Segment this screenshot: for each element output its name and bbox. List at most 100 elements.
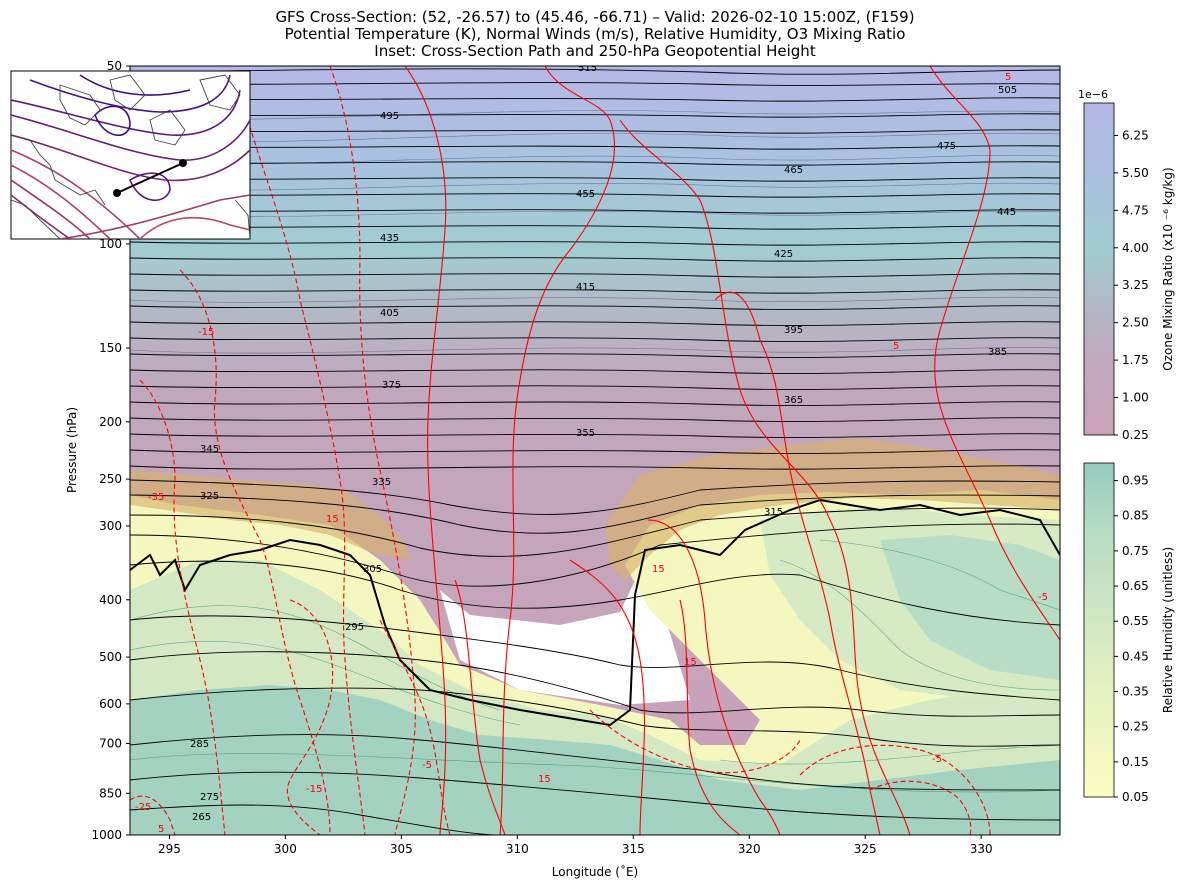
rh-fill-dark (130, 685, 1060, 835)
ozone-colorbar: 1e−6 6.25 5.50 4.75 4.00 3.25 2.50 1.75 1.00 0.2… (1078, 88, 1175, 442)
wind-label: -5 (1038, 592, 1048, 603)
ozone-colorbar-exponent: 1e−6 (1078, 88, 1108, 101)
theta-label: 505 (998, 85, 1017, 96)
rh-tick-label: 0.55 (1122, 614, 1149, 628)
ozone-tick-label: 1.75 (1122, 353, 1149, 367)
wind-label: 5 (893, 341, 899, 352)
theta-label: 375 (382, 380, 401, 391)
wind-label: 15 (538, 774, 551, 785)
wind-label: 5 (158, 824, 164, 835)
theta-label: 265 (192, 812, 211, 823)
y-tick-label: 600 (99, 697, 122, 711)
theta-contours (130, 68, 1060, 835)
x-tick-label: 305 (390, 842, 413, 856)
y-tick-label: 500 (99, 650, 122, 664)
wind-label: 15 (652, 564, 665, 575)
chart-subtitle-inset: Inset: Cross-Section Path and 250-hPa Ge… (374, 42, 816, 60)
plot-area: 515 505 495 475 465 455 445 435 425 415 … (130, 63, 1060, 835)
theta-label: 425 (774, 249, 793, 260)
plot-frame (129, 65, 1061, 836)
theta-label: 345 (200, 444, 219, 455)
rh-tick-label: 0.65 (1122, 579, 1149, 593)
theta-label: 325 (200, 491, 219, 502)
rh-tick-label: 0.05 (1122, 790, 1149, 804)
theta-label: 385 (988, 347, 1007, 358)
x-tick-label: 330 (970, 842, 993, 856)
wind-label: 15 (684, 657, 697, 668)
ozone-tick-label: 4.75 (1122, 203, 1149, 217)
y-tick-label: 700 (99, 736, 122, 750)
wind-label: 5 (1005, 72, 1011, 83)
theta-label: 335 (372, 477, 391, 488)
wind-label: -25 (135, 802, 151, 813)
ozone-tick-label: 1.00 (1122, 391, 1149, 405)
ozone-tick-label: 3.25 (1122, 278, 1149, 292)
y-axis: 50 100 150 200 250 300 400 500 600 700 850 1000 (91, 59, 130, 842)
wind-label: 15 (326, 514, 339, 525)
theta-label: 415 (576, 282, 595, 293)
y-tick-label: 150 (99, 341, 122, 355)
wind-label: -35 (148, 492, 164, 503)
rh-colorbar: 0.95 0.85 0.75 0.65 0.55 0.45 0.35 0.25 0.15 0.05… (1083, 462, 1175, 804)
rh-tick-label: 0.35 (1122, 685, 1149, 699)
y-axis-label: Pressure (hPa) (65, 407, 79, 493)
wind-label: -15 (306, 784, 322, 795)
x-tick-label: 310 (506, 842, 529, 856)
ozone-tick-label: 2.50 (1122, 316, 1149, 330)
ozone-tick-label: 0.25 (1122, 428, 1149, 442)
rh-tick-label: 0.95 (1122, 474, 1149, 488)
x-tick-label: 300 (274, 842, 297, 856)
wind-label: -5 (422, 760, 432, 771)
theta-label: 515 (578, 63, 597, 74)
y-tick-label: 850 (99, 786, 122, 800)
ozone-tick-label: 4.00 (1122, 241, 1149, 255)
theta-label-group: 515 505 495 475 465 455 445 435 425 415 … (190, 63, 1017, 823)
theta-label: 315 (764, 507, 783, 518)
y-tick-label: 1000 (91, 828, 122, 842)
wind-label: -5 (932, 754, 942, 765)
rh-tick-label: 0.15 (1122, 755, 1149, 769)
x-tick-label: 325 (854, 842, 877, 856)
ozone-colorbar-label: Ozone Mixing Ratio (x10 ⁻⁶ kg/kg) (1161, 167, 1175, 370)
tropopause-band (130, 470, 410, 560)
ozone-tick-label: 5.50 (1122, 166, 1149, 180)
theta-label: 475 (937, 141, 956, 152)
chart-title: GFS Cross-Section: (52, -26.57) to (45.4… (275, 8, 914, 26)
y-tick-label: 250 (99, 472, 122, 486)
theta-label: 295 (345, 622, 364, 633)
x-axis-label: Longitude (˚E) (552, 864, 638, 879)
theta-label: 305 (363, 564, 382, 575)
theta-label: 495 (380, 111, 399, 122)
wind-contours-dashed (130, 66, 991, 835)
tropopause-band-right (605, 438, 1060, 580)
x-tick-label: 320 (738, 842, 761, 856)
theta-label: 405 (380, 308, 399, 319)
wind-label: -15 (198, 327, 214, 338)
rh-tick-label: 0.75 (1122, 544, 1149, 558)
chart-subtitle: Potential Temperature (K), Normal Winds … (285, 25, 906, 43)
theta-label: 465 (784, 165, 803, 176)
rh-colorbar-label: Relative Humidity (unitless) (1161, 547, 1175, 713)
rh-tick-label: 0.25 (1122, 720, 1149, 734)
y-tick-label: 200 (99, 415, 122, 429)
y-tick-label: 100 (99, 237, 122, 251)
ozone-tick-label: 6.25 (1122, 128, 1149, 142)
y-tick-label: 400 (99, 593, 122, 607)
ozone-contours (130, 110, 1060, 354)
y-tick-label: 50 (107, 59, 122, 73)
theta-label: 435 (380, 233, 399, 244)
x-tick-label: 315 (622, 842, 645, 856)
theta-label: 455 (576, 189, 595, 200)
wind-label-group: 5 5 15 15 15 15 -5 -5 -15 -15 -25 -35 5 … (135, 72, 1048, 835)
theta-label: 275 (200, 792, 219, 803)
y-tick-label: 300 (99, 519, 122, 533)
rh-tick-label: 0.85 (1122, 509, 1149, 523)
tropopause-line (130, 498, 1060, 727)
theta-label: 395 (784, 325, 803, 336)
dry-region (440, 570, 690, 705)
theta-label: 355 (576, 428, 595, 439)
wind-contours-solid (404, 66, 1060, 835)
x-axis: 295 300 305 310 315 320 325 330 (158, 835, 993, 856)
theta-label: 365 (784, 395, 803, 406)
